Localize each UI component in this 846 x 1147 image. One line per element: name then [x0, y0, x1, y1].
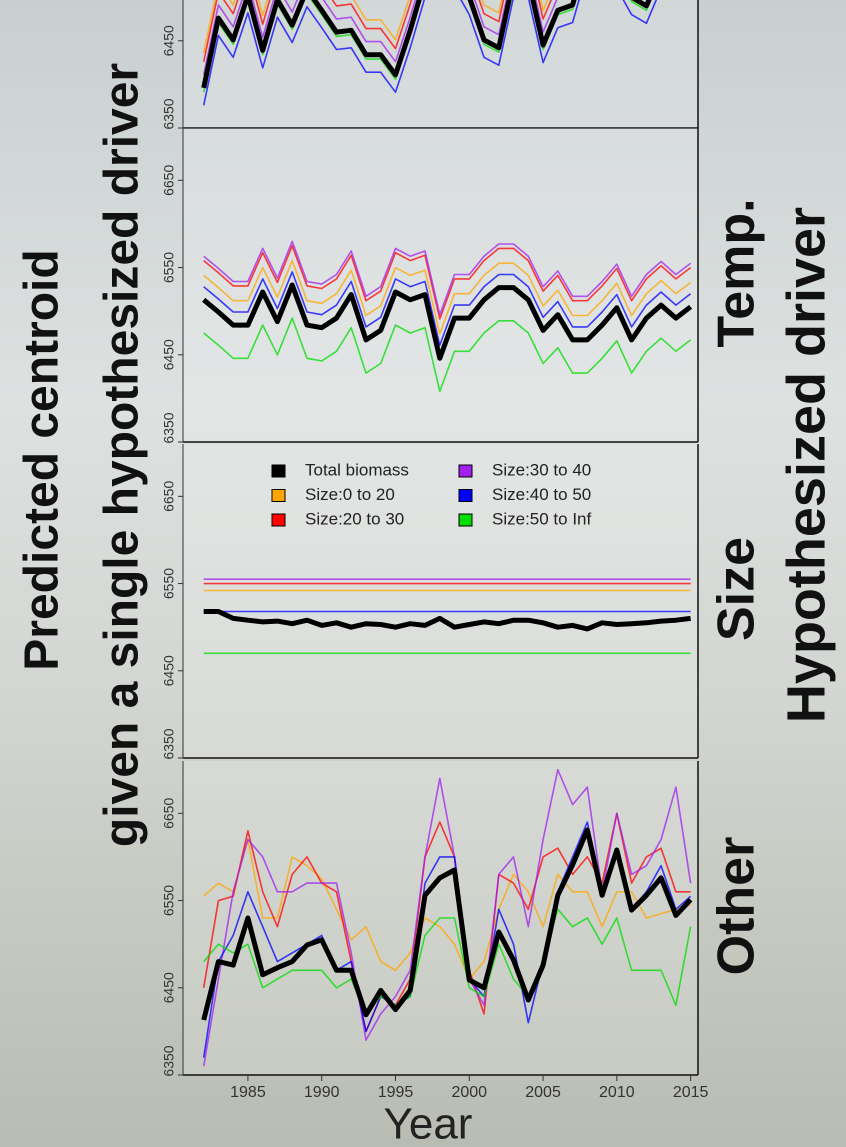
y-tick-label: 6350 — [161, 1045, 177, 1076]
series-line — [203, 609, 691, 632]
legend-swatch — [458, 464, 473, 478]
series-line — [203, 908, 692, 1015]
x-tick-label: 2015 — [673, 1084, 709, 1101]
series-line — [201, 0, 652, 89]
legend-swatch — [458, 513, 473, 527]
plot-lines — [203, 578, 691, 655]
y-title-line1: Predicted centroid — [16, 249, 69, 670]
panel-label: Other — [708, 837, 766, 976]
series-line — [203, 271, 692, 346]
legend-label: Size:0 to 20 — [305, 485, 395, 504]
y-tick-label: 6450 — [161, 972, 177, 1003]
series-line — [203, 317, 692, 393]
y-tick-label: 6450 — [161, 655, 177, 686]
legend-swatch — [271, 464, 286, 478]
y-tick-label: 6650 — [161, 798, 177, 829]
driver-title: Hypothesized driver — [776, 207, 836, 723]
legend-label: Total biomass — [305, 460, 409, 479]
legend-label: Size:30 to 40 — [492, 460, 591, 479]
legend-swatch — [271, 513, 286, 527]
y-tick-label: 6350 — [161, 412, 177, 443]
x-tick-label: 1990 — [304, 1084, 340, 1101]
plot-lines — [201, 768, 693, 1067]
legend-swatch — [271, 489, 286, 502]
y-tick-label: 6350 — [161, 98, 177, 129]
series-line — [202, 282, 693, 361]
series-line — [202, 768, 692, 1067]
x-tick-label: 2005 — [525, 1084, 561, 1101]
legend-label: Size:40 to 50 — [492, 485, 591, 504]
panel-label: Temp. — [708, 198, 766, 347]
y-title-line2: given a single hypothesized driver — [96, 63, 149, 847]
series-line — [203, 240, 692, 316]
y-tick-label: 6450 — [161, 339, 177, 370]
series-line — [201, 827, 693, 1021]
plot-area — [183, 0, 698, 128]
series-line — [203, 838, 691, 980]
plot-lines — [201, 0, 658, 106]
y-tick-label: 6450 — [161, 25, 177, 56]
plot-area — [183, 444, 698, 758]
plot-lines — [202, 240, 693, 393]
y-tick-label: 6550 — [161, 885, 177, 916]
x-axis-title: Year — [384, 1100, 473, 1147]
y-tick-label: 6650 — [161, 481, 177, 512]
y-tick-label: 6650 — [161, 165, 177, 196]
x-tick-label: 2000 — [451, 1084, 487, 1101]
x-tick-label: 1985 — [230, 1084, 266, 1101]
x-tick-label: 1995 — [378, 1084, 414, 1101]
series-line — [202, 0, 658, 106]
series-line — [202, 812, 691, 1033]
y-tick-label: 6550 — [161, 568, 177, 599]
legend-label: Size:50 to Inf — [492, 509, 592, 528]
legend-label: Size:20 to 30 — [305, 509, 404, 528]
y-tick-label: 6550 — [161, 252, 177, 283]
series-line — [203, 259, 692, 335]
legend-swatch — [458, 489, 473, 502]
series-line — [203, 245, 692, 320]
x-tick-label: 2010 — [599, 1084, 635, 1101]
y-tick-label: 6350 — [161, 728, 177, 759]
panel-label: Size — [708, 537, 766, 641]
